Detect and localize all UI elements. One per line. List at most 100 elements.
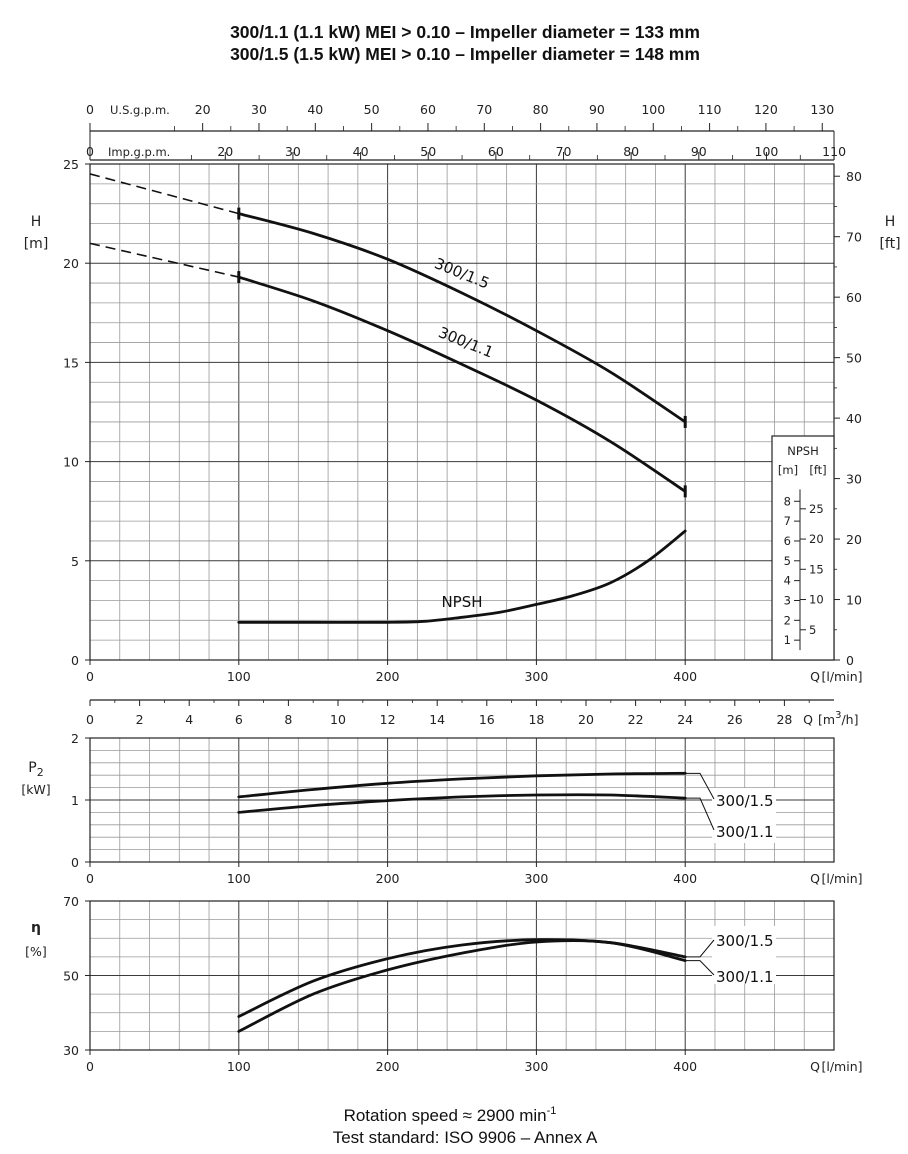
leader-eff-300-1.1: [685, 960, 715, 976]
usgpm-tick-label: 120: [754, 102, 778, 117]
eta-label: η: [31, 920, 41, 936]
usgpm-axis-label: U.S.g.p.m.: [110, 103, 170, 117]
x-tick-label: 400: [673, 669, 697, 684]
y-tick-label: 20: [63, 256, 79, 271]
label-eff-300-1.1: 300/1.1: [716, 968, 774, 986]
ft-tick-label: 80: [846, 169, 862, 184]
m3h-axis: 0 2 4 6 8 10 12 14 16 18 20 22 24 26 28 Q [m3/h]: [86, 699, 858, 727]
m3h-tick-label: 4: [185, 712, 193, 727]
npsh-ft-label: 20: [809, 532, 824, 546]
npsh-m-label: 2: [784, 613, 791, 627]
y-tick-label: 30: [63, 1043, 79, 1058]
npsh-ft-label: 10: [809, 593, 824, 607]
impgpm-tick-label: 30: [285, 144, 301, 159]
m3h-axis-label: Q: [803, 712, 813, 727]
ft-tick-label: 50: [846, 351, 862, 366]
head-curve-300-1.1: [237, 275, 687, 493]
head-curve-300-1.5-extrapolated: [89, 173, 240, 215]
x-tick-label: 100: [227, 669, 251, 684]
p2-label: P2: [28, 760, 43, 779]
ft-tick-label: 20: [846, 532, 862, 547]
ft-tick-label: 0: [846, 653, 854, 668]
ft-tick-label: 40: [846, 411, 862, 426]
npsh-scale-title: NPSH: [787, 444, 819, 458]
m3h-tick-label: 18: [528, 712, 544, 727]
x-tick-label: 200: [376, 1059, 400, 1074]
m3h-tick-label: 0: [86, 712, 94, 727]
x-tick-label: 300: [524, 669, 548, 684]
h-right-unit: [ft]: [879, 236, 900, 252]
y-tick-label: 1: [71, 793, 79, 808]
eff-label-bg: [712, 926, 776, 984]
x-tick-label: 200: [376, 871, 400, 886]
usgpm-tick-label: 60: [420, 102, 436, 117]
m3h-tick-label: 26: [727, 712, 743, 727]
label-300-1.5: 300/1.5: [432, 254, 492, 292]
power-chart: 0 1 2 0 100 200 300 400 Q [l/min] P2 [kW] 300/1.5 300…: [21, 731, 862, 886]
rotation-speed-note: Rotation speed ≈ 2900 min-1: [344, 1105, 557, 1125]
usgpm-tick-label: 100: [641, 102, 665, 117]
usgpm-tick-label: 70: [476, 102, 492, 117]
npsh-ft-label: 15: [809, 562, 824, 576]
x-tick-label: 200: [376, 669, 400, 684]
leader-eff-300-1.5: [685, 939, 715, 958]
power-label-bg: [712, 788, 776, 843]
npsh-scale-ft-label: [ft]: [809, 463, 826, 477]
x-axis-unit: [l/min]: [821, 1059, 862, 1074]
npsh-m-label: 4: [784, 574, 791, 588]
x-tick-label: 0: [86, 871, 94, 886]
npsh-m-label: 8: [784, 494, 791, 508]
label-power-300-1.5: 300/1.5: [716, 792, 774, 810]
impgpm-tick-label: 90: [691, 144, 707, 159]
npsh-ft-label: 25: [809, 502, 824, 516]
m3h-tick-label: 6: [235, 712, 243, 727]
leader-power-300-1.5: [685, 772, 715, 800]
impgpm-tick-label: 100: [755, 144, 779, 159]
ft-tick-label: 10: [846, 593, 862, 608]
test-standard-note: Test standard: ISO 9906 – Annex A: [333, 1128, 598, 1147]
ft-tick-label: 60: [846, 290, 862, 305]
x-tick-label: 100: [227, 871, 251, 886]
label-power-300-1.1: 300/1.1: [716, 823, 774, 841]
p2-unit: [kW]: [21, 782, 50, 797]
x-axis-label: Q: [810, 871, 820, 886]
x-tick-label: 400: [673, 1059, 697, 1074]
usgpm-tick-label: 20: [195, 102, 211, 117]
ft-tick-label: 70: [846, 230, 862, 245]
npsh-scale-m-label: [m]: [778, 463, 798, 477]
x-tick-label: 100: [227, 1059, 251, 1074]
m3h-tick-label: 14: [429, 712, 445, 727]
impgpm-axis-label: Imp.g.p.m.: [108, 145, 170, 159]
usgpm-tick-label: 30: [251, 102, 267, 117]
label-npsh: NPSH: [441, 593, 482, 611]
m3h-axis-unit: [m3/h]: [818, 710, 858, 727]
impgpm-tick-label: 40: [353, 144, 369, 159]
m3h-tick-label: 8: [284, 712, 292, 727]
m3h-tick-label: 20: [578, 712, 594, 727]
npsh-m-label: 1: [784, 633, 791, 647]
power-curve-300-1.1: [237, 793, 687, 814]
chart-title-line-2: 300/1.5 (1.5 kW) MEI > 0.10 – Impeller d…: [230, 44, 700, 64]
npsh-m-label: 5: [784, 554, 791, 568]
power-curve-300-1.5: [237, 771, 687, 799]
x-axis-label: Q: [810, 1059, 820, 1074]
ft-tick-label: 30: [846, 472, 862, 487]
y-tick-label: 0: [71, 653, 79, 668]
usgpm-tick-label: 130: [810, 102, 834, 117]
impgpm-tick-label: 60: [488, 144, 504, 159]
y-tick-label: 15: [63, 355, 79, 370]
label-eff-300-1.5: 300/1.5: [716, 932, 774, 950]
top-flow-axes: 02030405060708090100110120130U.S.g.p.m.0…: [86, 102, 846, 161]
chart-title-line-1: 300/1.1 (1.1 kW) MEI > 0.10 – Impeller d…: [230, 22, 700, 42]
y-tick-label: 25: [63, 157, 79, 172]
impgpm-tick-label: 20: [217, 144, 233, 159]
usgpm-tick-label: 90: [589, 102, 605, 117]
npsh-m-label: 3: [784, 593, 791, 607]
impgpm-tick-label: 70: [556, 144, 572, 159]
x-axis-unit: [l/min]: [821, 669, 862, 684]
efficiency-curve-300-1.5: [237, 938, 687, 1018]
efficiency-chart: 30 50 70 0 100 200 300 400 Q [l/min] η [%] 300/1.5 30…: [25, 894, 862, 1074]
m3h-tick-label: 28: [776, 712, 792, 727]
usgpm-tick-label: 80: [533, 102, 549, 117]
m3h-tick-label: 10: [330, 712, 346, 727]
